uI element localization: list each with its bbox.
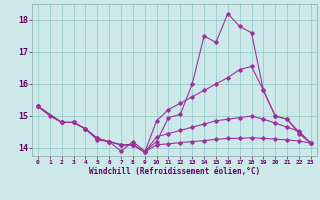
X-axis label: Windchill (Refroidissement éolien,°C): Windchill (Refroidissement éolien,°C) <box>89 167 260 176</box>
